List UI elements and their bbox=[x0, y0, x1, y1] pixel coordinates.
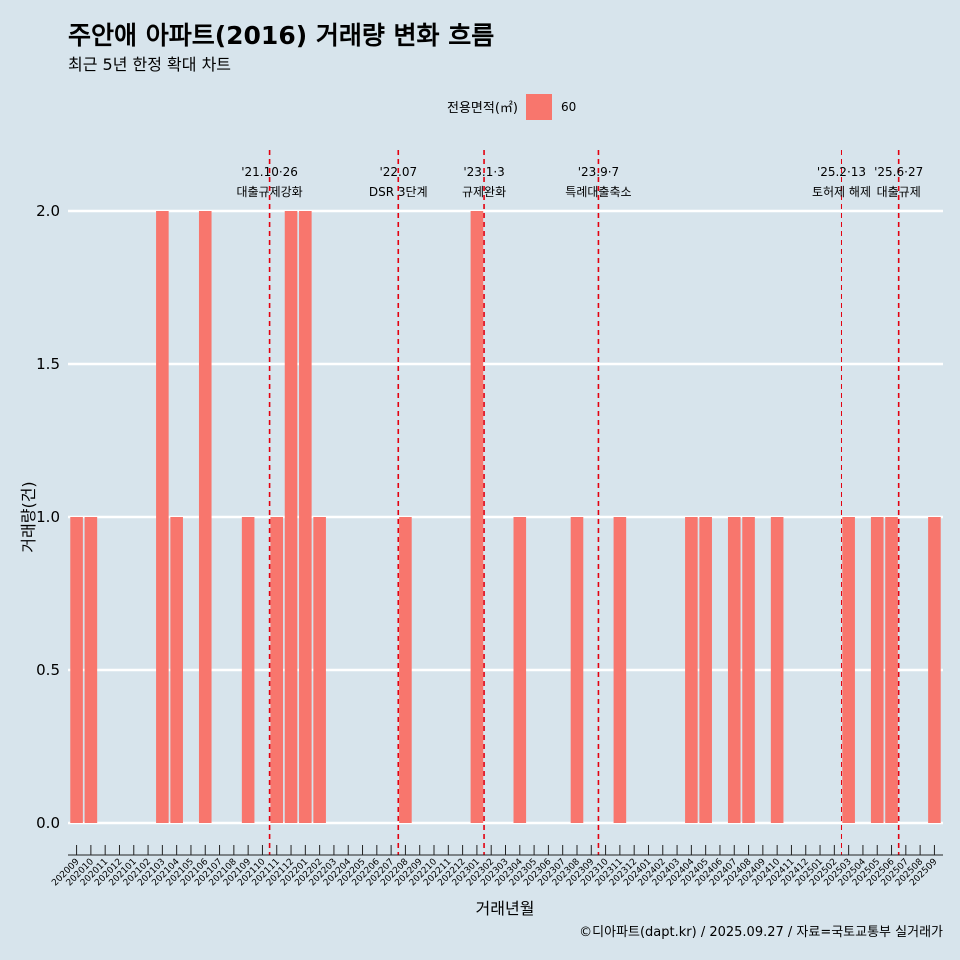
y-tick-label: 1.0 bbox=[36, 508, 60, 526]
bar bbox=[313, 517, 326, 823]
event-label: 토허제 해제 bbox=[812, 185, 871, 199]
event-label: DSR 3단계 bbox=[369, 185, 428, 199]
event-label: 규제완화 bbox=[462, 185, 506, 199]
y-tick-label: 0.0 bbox=[36, 814, 60, 832]
bar bbox=[513, 517, 527, 823]
bar bbox=[70, 517, 83, 823]
bar bbox=[270, 517, 284, 823]
event-date: '25.6·27 bbox=[874, 165, 923, 179]
legend-title: 전용면적(㎡) bbox=[447, 101, 518, 116]
bar bbox=[284, 211, 298, 823]
event-date: '23.1·3 bbox=[463, 165, 504, 179]
x-axis: 2020092020102020112020122021012021022021… bbox=[50, 845, 943, 888]
legend-swatch bbox=[526, 94, 552, 120]
bar bbox=[742, 517, 755, 823]
y-axis-title: 거래량(건) bbox=[19, 481, 38, 552]
legend-label: 60 bbox=[561, 100, 576, 114]
bar bbox=[156, 211, 169, 823]
bar bbox=[685, 517, 698, 823]
chart-subtitle: 최근 5년 한정 확대 차트 bbox=[68, 55, 231, 74]
event-date: '25.2·13 bbox=[817, 165, 866, 179]
y-tick-label: 1.5 bbox=[36, 355, 60, 373]
bar bbox=[870, 517, 884, 823]
bar bbox=[470, 211, 484, 823]
event-date: '22.07 bbox=[379, 165, 417, 179]
event-date: '23.9·7 bbox=[578, 165, 619, 179]
y-tick-label: 0.5 bbox=[36, 661, 60, 679]
bar bbox=[770, 517, 784, 823]
caption: ©디아파트(dapt.kr) / 2025.09.27 / 자료=국토교통부 실… bbox=[579, 925, 943, 940]
x-axis-title: 거래년월 bbox=[476, 899, 535, 918]
events: '21.10·26 대출규제강화 '22.07 DSR 3단계 '23.1·3 규제완화 '… bbox=[236, 150, 923, 855]
event-date: '21.10·26 bbox=[241, 165, 298, 179]
bar bbox=[399, 517, 412, 823]
grid bbox=[68, 209, 943, 825]
bar bbox=[885, 517, 898, 823]
bar bbox=[727, 517, 741, 823]
bar bbox=[84, 517, 98, 823]
y-axis: 0.0 0.5 1.0 1.5 2.0 bbox=[36, 202, 60, 832]
legend: 전용면적(㎡) 60 bbox=[447, 94, 576, 120]
bar bbox=[570, 517, 584, 823]
bar bbox=[299, 211, 312, 823]
bar bbox=[198, 211, 212, 823]
bar bbox=[613, 517, 627, 823]
chart-title: 주안애 아파트(2016) 거래량 변화 흐름 bbox=[68, 21, 494, 50]
event-label: 특례대출축소 bbox=[565, 185, 631, 199]
bar bbox=[699, 517, 712, 823]
bar bbox=[842, 517, 855, 823]
event-label: 대출규제강화 bbox=[236, 185, 302, 199]
y-tick-label: 2.0 bbox=[36, 202, 60, 220]
bar bbox=[928, 517, 941, 823]
bars bbox=[70, 211, 941, 823]
bar bbox=[170, 517, 183, 823]
bar bbox=[241, 517, 255, 823]
event-label: 대출규제 bbox=[877, 185, 921, 199]
